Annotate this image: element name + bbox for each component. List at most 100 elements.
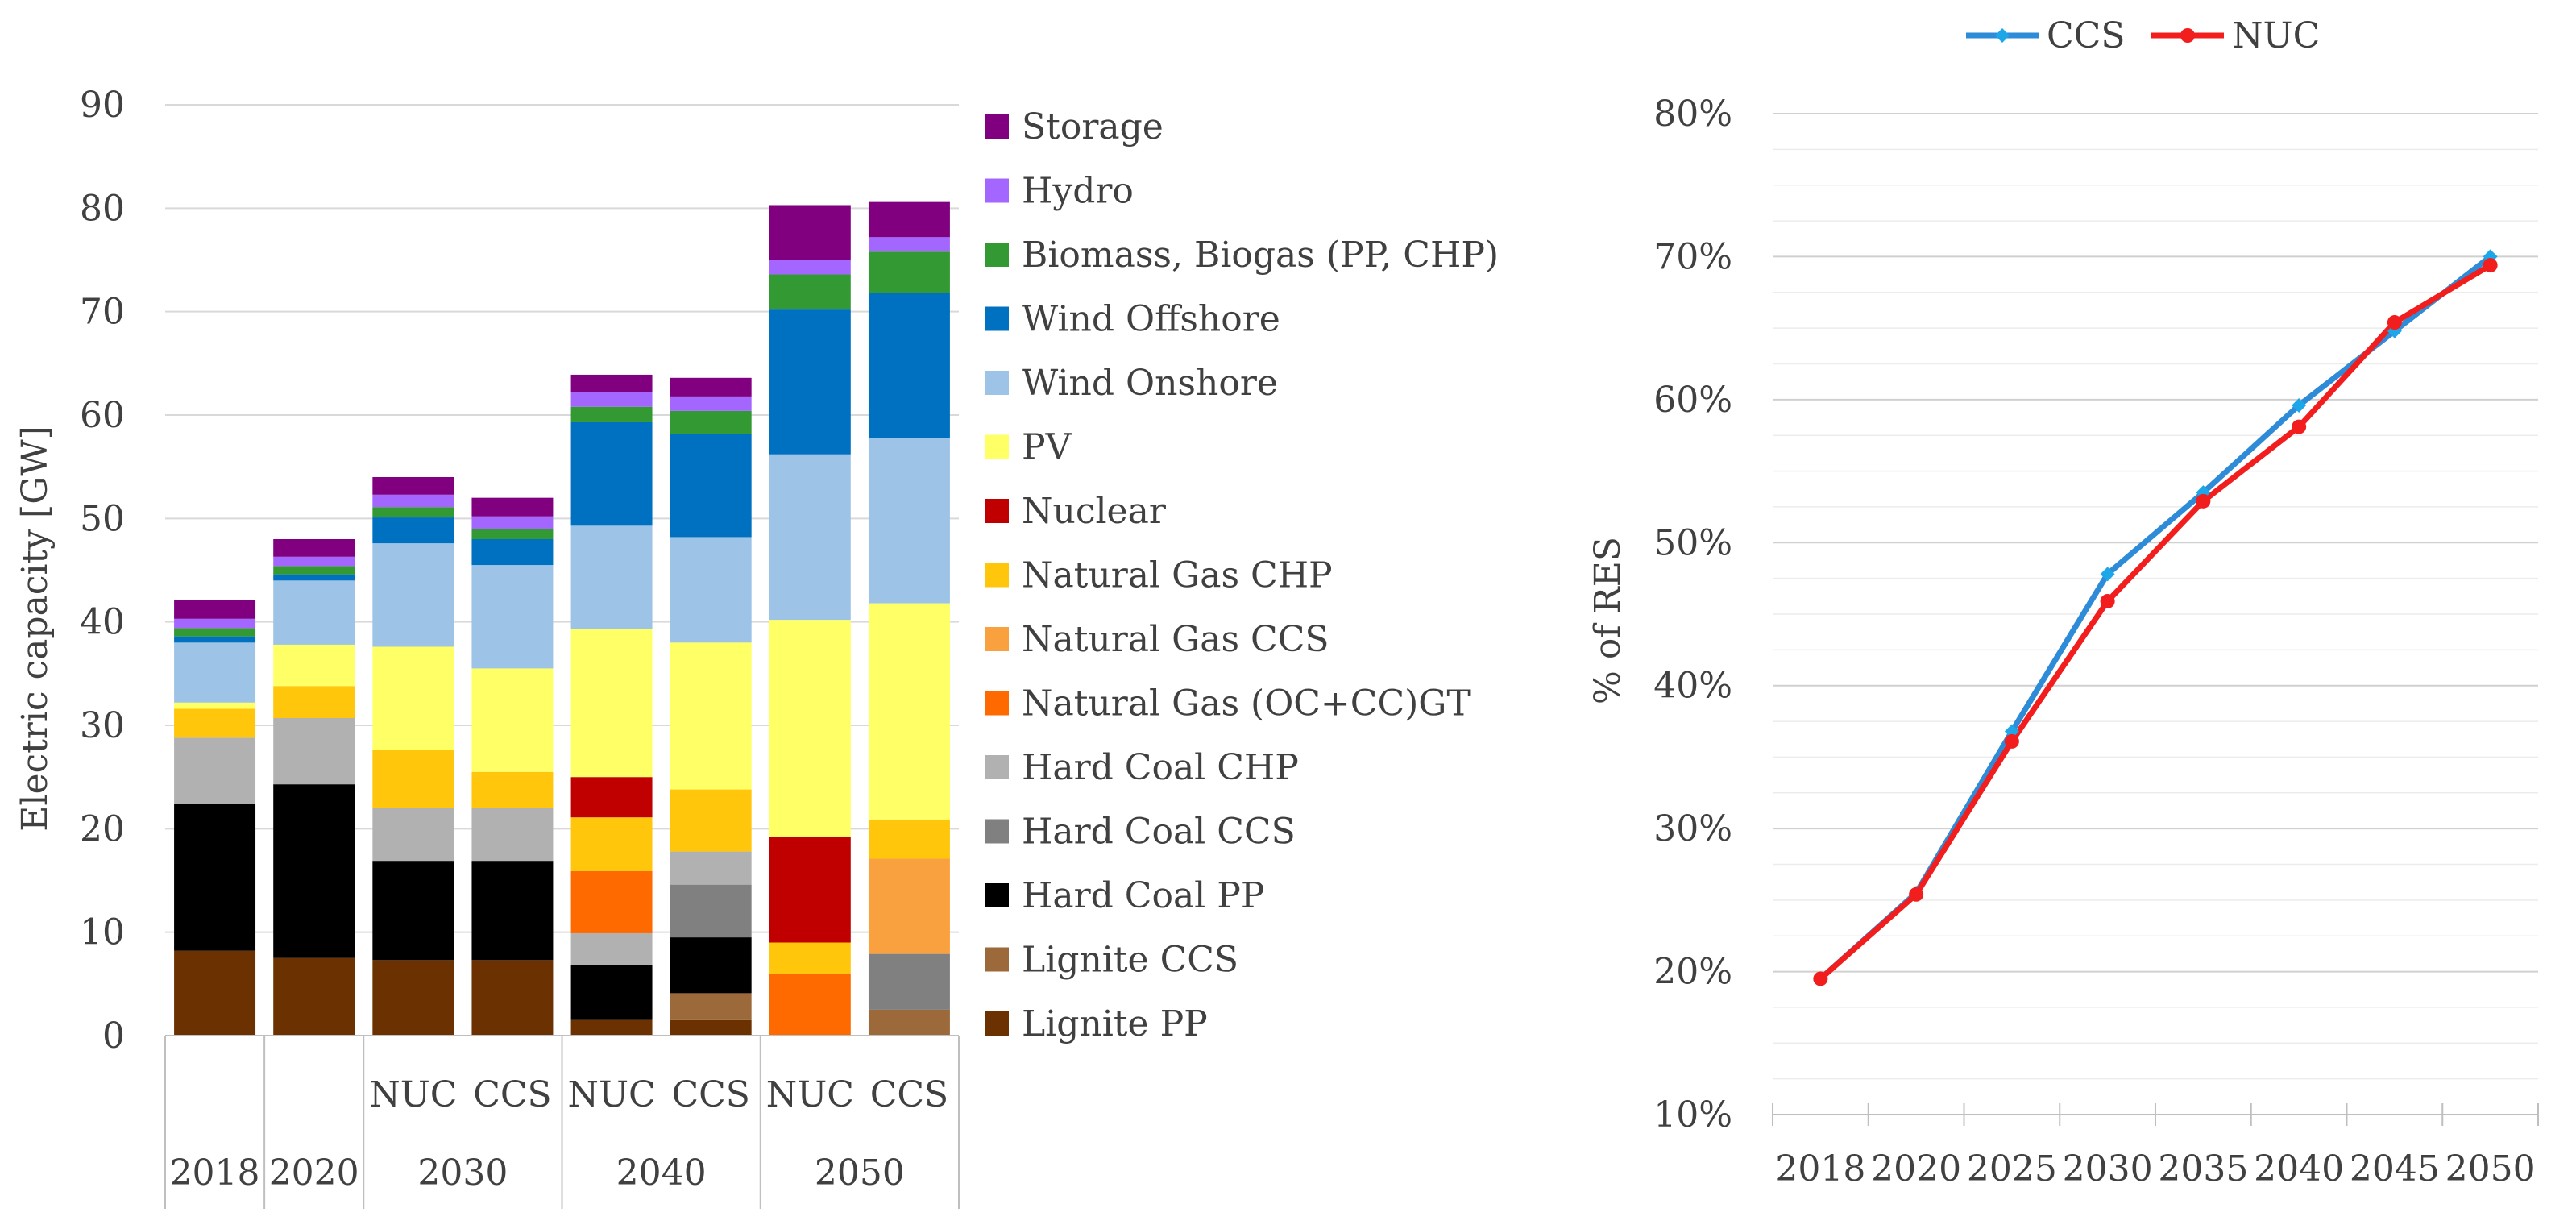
line-y-tick-label: 20% <box>1653 952 1732 993</box>
line-x-tick-label: 2050 <box>2445 1148 2536 1190</box>
bar-segment <box>670 377 752 397</box>
line-legend-marker <box>1995 28 2010 43</box>
line-y-tick-label: 40% <box>1653 666 1732 707</box>
bar-chart-x-axis: 2018 2020 2030 NUC CCS 2040 NUC CCS 2050 NUC CCS <box>164 1035 960 1209</box>
line-chart-x-axis: 2018 2020 2025 2030 2035 2040 2045 2050 <box>1772 1103 2539 1190</box>
legend-label: Biomass, Biogas (PP, CHP) <box>1022 235 1499 276</box>
bar-chart-bars <box>174 201 950 1036</box>
res-share-line-chart: CCS NUC 10% 20% 30% 40% 50% 60% 70% 80% % of RES… <box>1587 15 2539 1190</box>
bar-y-tick-label: 10 <box>80 912 125 953</box>
bar-x-scenario-label: NUC <box>766 1074 854 1115</box>
bar-segment <box>273 686 355 719</box>
line-point-nuc <box>2483 258 2498 273</box>
legend-label: Lignite CCS <box>1022 940 1238 981</box>
bar-segment <box>471 771 554 808</box>
bar-segment <box>670 434 752 538</box>
bar-segment <box>670 851 752 885</box>
legend-swatch <box>985 178 1009 203</box>
line-y-tick-label: 10% <box>1653 1094 1732 1136</box>
bar-y-tick-label: 0 <box>102 1015 125 1057</box>
bar-segment <box>769 274 851 310</box>
legend-swatch <box>985 947 1009 972</box>
bar-segment <box>174 708 256 738</box>
bar-segment <box>570 392 653 407</box>
legend-swatch <box>985 691 1009 716</box>
line-point-ccs <box>2100 567 2115 582</box>
line-y-tick-label: 80% <box>1653 93 1732 135</box>
line-series-ccs <box>1819 254 2492 982</box>
legend-label: Hard Coal PP <box>1022 875 1264 916</box>
line-x-tick-label: 2030 <box>2063 1148 2153 1190</box>
bar-segment <box>372 477 454 495</box>
line-y-tick-label: 50% <box>1653 522 1732 563</box>
bar-x-year-label: 2020 <box>269 1152 359 1194</box>
legend-label: Hard Coal CCS <box>1022 812 1296 853</box>
line-point-nuc <box>2004 733 2019 749</box>
bar-segment <box>273 784 355 958</box>
bar-segment <box>570 629 653 778</box>
bar-segment <box>670 537 752 643</box>
bar-segment <box>868 953 950 1010</box>
bar-segment <box>273 718 355 785</box>
line-point-nuc <box>2292 419 2307 434</box>
bar-segment <box>174 702 256 709</box>
bar-segment <box>372 861 454 961</box>
bar-segment <box>372 517 454 544</box>
bar-segment <box>372 646 454 750</box>
bar-segment <box>570 421 653 526</box>
legend-swatch <box>985 627 1009 651</box>
bar-segment <box>471 565 554 669</box>
bar-chart-y-axis-label: Electric capacity [GW] <box>15 426 56 832</box>
bar-segment <box>570 374 653 392</box>
bar-x-scenario-label: NUC <box>369 1074 457 1115</box>
legend-swatch <box>985 306 1009 331</box>
legend-swatch <box>985 883 1009 907</box>
legend-label: PV <box>1022 427 1072 468</box>
bar-x-year-label: 2040 <box>616 1152 707 1194</box>
bar-segment <box>372 507 454 518</box>
bar-y-tick-label: 20 <box>80 808 125 849</box>
bar-segment <box>174 737 256 804</box>
legend-label: Nuclear <box>1022 491 1167 532</box>
bar-segment <box>868 293 950 438</box>
bar-segment <box>570 965 653 1020</box>
legend-swatch <box>985 371 1009 395</box>
legend-swatch <box>985 819 1009 844</box>
legend-swatch <box>985 434 1009 459</box>
legend-swatch <box>985 499 1009 523</box>
bar-segment <box>868 819 950 859</box>
bar-segment <box>471 861 554 961</box>
bar-segment <box>570 406 653 422</box>
bar-segment <box>769 942 851 974</box>
bar-segment <box>174 950 256 1036</box>
line-x-tick-label: 2045 <box>2350 1148 2440 1190</box>
line-chart-gridlines <box>1773 113 2538 1080</box>
legend-label: Hydro <box>1022 171 1134 212</box>
bar-segment <box>769 974 851 1036</box>
bar-segment <box>372 494 454 508</box>
bar-segment <box>769 620 851 837</box>
bar-segment <box>570 932 653 965</box>
bar-segment <box>471 539 554 566</box>
bar-segment <box>174 600 256 619</box>
legend-label: Natural Gas CCS <box>1022 619 1329 660</box>
bar-segment <box>670 789 752 852</box>
bar-segment <box>769 260 851 275</box>
legend-swatch <box>985 243 1009 267</box>
bar-segment <box>868 201 950 238</box>
legend-label: Hard Coal CHP <box>1022 747 1299 788</box>
bar-x-year-label: 2018 <box>170 1152 260 1194</box>
legend-label: Wind Offshore <box>1022 299 1280 340</box>
bar-segment <box>868 858 950 954</box>
bar-segment <box>670 937 752 994</box>
line-point-nuc <box>1813 971 1828 986</box>
bar-y-tick-label: 30 <box>80 705 125 746</box>
legend-label: Lignite PP <box>1022 1003 1208 1044</box>
bar-x-scenario-label: CCS <box>870 1074 948 1115</box>
bar-segment <box>372 808 454 862</box>
line-x-tick-label: 2040 <box>2254 1148 2344 1190</box>
bar-x-scenario-label: CCS <box>671 1074 749 1115</box>
line-point-nuc <box>1909 887 1924 902</box>
bar-x-scenario-label: CCS <box>473 1074 551 1115</box>
